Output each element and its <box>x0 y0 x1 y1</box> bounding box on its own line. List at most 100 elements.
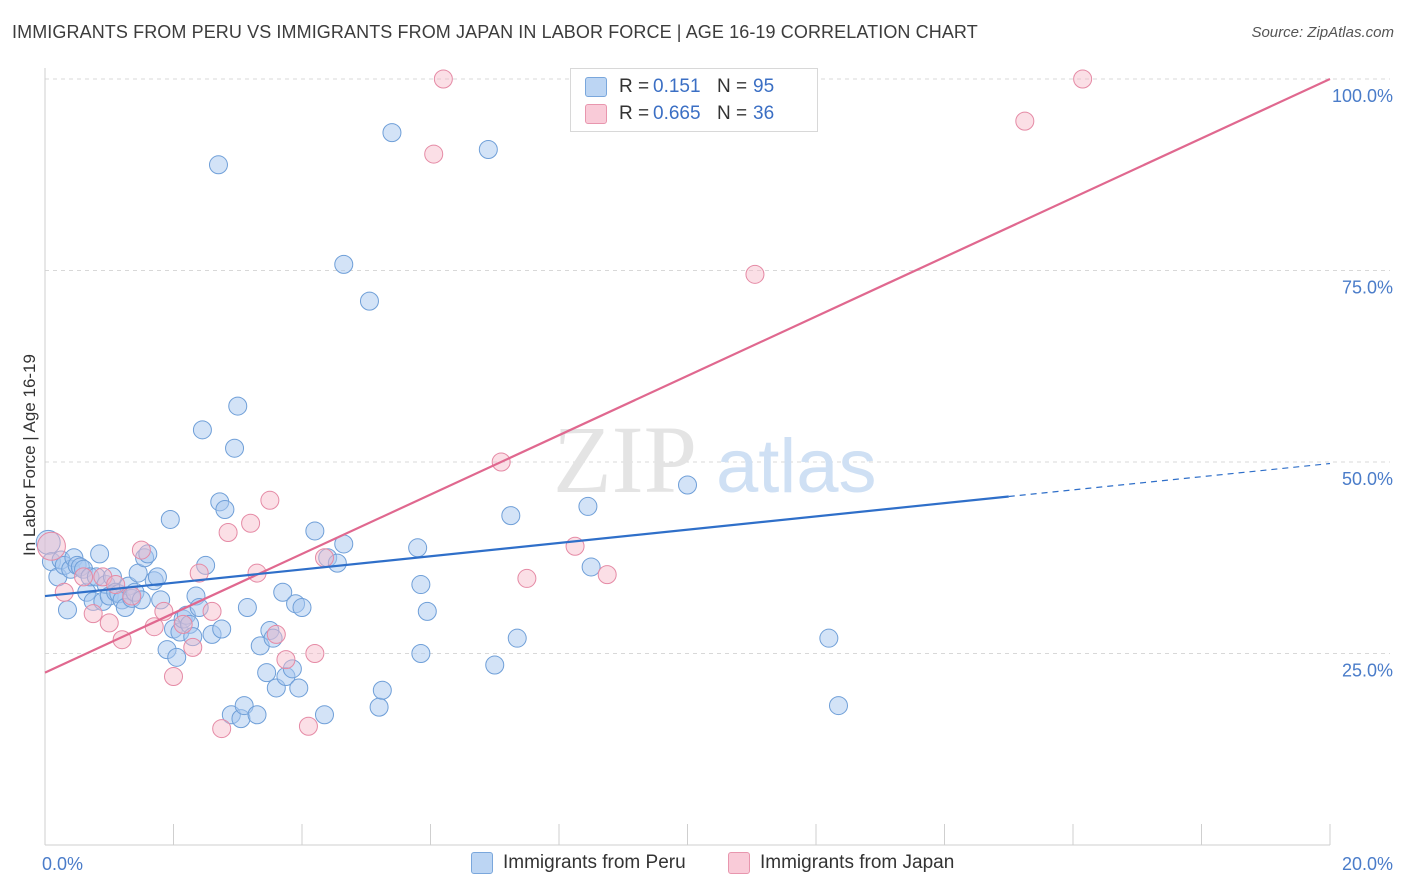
point-japan <box>122 586 142 606</box>
point-peru <box>228 396 248 416</box>
point-japan <box>212 719 232 739</box>
x-tick-label: 20.0% <box>1342 854 1393 874</box>
point-peru <box>359 291 379 311</box>
point-japan <box>517 568 537 588</box>
point-peru <box>192 420 212 440</box>
point-peru <box>196 555 216 575</box>
series-japan-points <box>36 69 1093 739</box>
legend-swatch-japan <box>728 852 750 874</box>
point-peru <box>334 254 354 274</box>
point-japan <box>99 613 119 633</box>
legend-r-value: 0.151 <box>653 76 701 97</box>
point-japan <box>424 144 444 164</box>
point-peru <box>411 575 431 595</box>
x-tick-label: 0.0% <box>42 854 83 874</box>
point-peru <box>215 499 235 519</box>
legend-r-label: R = <box>619 103 650 124</box>
point-peru <box>819 628 839 648</box>
legend-n-value: 95 <box>753 76 775 97</box>
chart-title: IMMIGRANTS FROM PERU VS IMMIGRANTS FROM … <box>12 22 978 42</box>
point-peru <box>578 496 598 516</box>
point-japan <box>54 582 74 602</box>
point-japan <box>218 522 238 542</box>
point-peru <box>408 538 428 558</box>
series-legend: Immigrants from Peru Immigrants from Jap… <box>0 852 1406 878</box>
grid-lines <box>45 78 1390 654</box>
point-japan <box>433 69 453 89</box>
point-peru <box>327 553 347 573</box>
correlation-legend: R = 0.151 N = 95 R = 0.665 N = 36 <box>570 68 818 132</box>
point-peru <box>828 696 848 716</box>
point-peru <box>372 680 392 700</box>
legend-n-label: N = <box>717 76 748 97</box>
point-japan <box>83 604 103 624</box>
point-peru <box>208 155 228 175</box>
point-peru <box>292 598 312 618</box>
point-peru <box>160 509 180 529</box>
point-peru <box>581 557 601 577</box>
legend-label-peru: Immigrants from Peru <box>503 852 686 873</box>
trend-lines <box>44 78 1331 674</box>
point-peru <box>314 705 334 725</box>
trend-line-japan <box>44 78 1331 674</box>
point-japan <box>266 624 286 644</box>
legend-n-value: 36 <box>753 103 775 124</box>
point-peru <box>501 506 521 526</box>
source-label: Source: ZipAtlas.com <box>1251 24 1394 41</box>
point-japan <box>74 567 94 587</box>
point-peru <box>151 590 171 610</box>
point-japan <box>106 575 126 595</box>
point-peru <box>305 521 325 541</box>
point-peru <box>417 601 437 621</box>
y-tick-label: 50.0% <box>1342 469 1393 489</box>
point-japan <box>173 614 193 634</box>
point-peru <box>478 139 498 159</box>
point-peru <box>507 628 527 648</box>
point-japan <box>298 716 318 736</box>
y-tick-label: 100.0% <box>1332 86 1393 106</box>
point-peru <box>382 123 402 143</box>
point-peru <box>273 582 293 602</box>
point-peru <box>257 663 277 683</box>
point-peru <box>57 600 77 620</box>
point-japan <box>241 513 261 533</box>
point-japan <box>276 650 296 670</box>
legend-label-japan: Immigrants from Japan <box>760 852 955 873</box>
point-peru <box>678 475 697 495</box>
y-tick-label: 25.0% <box>1342 661 1393 681</box>
point-japan <box>1073 69 1093 89</box>
point-japan <box>305 644 325 663</box>
point-peru <box>212 619 232 639</box>
point-peru <box>147 567 167 587</box>
point-peru <box>282 659 302 679</box>
legend-item-peru[interactable]: Immigrants from Peru <box>471 852 686 874</box>
legend-r-label: R = <box>619 76 650 97</box>
trend-line-peru-extension <box>1008 462 1331 498</box>
point-japan <box>745 264 765 284</box>
point-peru <box>234 696 254 716</box>
legend-row-japan: R = 0.665 N = 36 <box>585 101 774 127</box>
watermark-atlas: atlas <box>716 424 877 509</box>
point-japan <box>260 490 280 510</box>
point-peru <box>90 544 110 564</box>
point-peru <box>411 644 431 663</box>
point-japan <box>1015 111 1035 131</box>
point-japan <box>597 565 617 585</box>
trend-line-peru <box>44 495 1009 598</box>
axes <box>44 68 1331 846</box>
legend-item-japan[interactable]: Immigrants from Japan <box>728 852 954 874</box>
point-japan <box>36 531 66 561</box>
legend-row-peru: R = 0.151 N = 95 <box>585 74 774 100</box>
point-japan <box>131 540 151 560</box>
point-japan <box>202 601 222 621</box>
point-japan <box>314 548 334 568</box>
point-peru <box>225 438 245 458</box>
tick-labels: 25.0% 50.0% 75.0% 100.0% 0.0% 20.0% <box>42 86 1393 874</box>
legend-swatch-peru <box>585 77 607 97</box>
legend-n-label: N = <box>717 103 748 124</box>
point-peru <box>247 705 267 725</box>
point-peru <box>167 647 187 667</box>
y-tick-label: 75.0% <box>1342 278 1393 298</box>
legend-swatch-peru <box>471 852 493 874</box>
